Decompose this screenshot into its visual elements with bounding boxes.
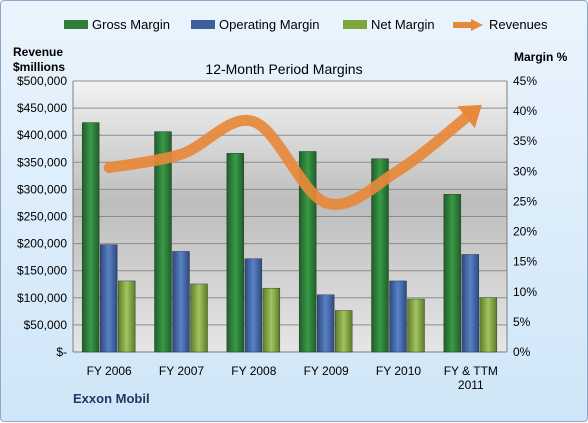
right-tick-label: 0% [513,345,531,359]
category-label: FY 2009 [304,364,349,378]
gross-margin-bar [227,153,244,352]
legend-label-revenues: Revenues [489,17,548,32]
legend-label-net-margin: Net Margin [371,17,435,32]
company-name: Exxon Mobil [73,391,150,406]
category-label: FY & TTM [444,364,498,378]
net-margin-bar [480,298,497,352]
legend: Gross Margin Operating Margin Net Margin… [64,17,548,32]
right-tick-label: 15% [513,255,537,269]
net-margin-bar [408,299,425,352]
right-tick-label: 35% [513,134,537,148]
category-label: FY 2010 [376,364,421,378]
legend-arrow-revenues [471,19,483,31]
legend-swatch-net-margin [343,20,367,29]
right-tick-label: 5% [513,315,531,329]
left-axis-title-line1: Revenue [13,45,63,59]
net-margin-bar [191,284,208,352]
left-tick-label: $200,000 [17,237,67,251]
legend-label-gross-margin: Gross Margin [92,17,170,32]
category-label: FY 2008 [231,364,276,378]
right-axis-ticks: 0% 5% 10% 15% 20% 25% 30% 35% 40% 45% [513,74,537,359]
net-margin-bar [118,281,135,352]
operating-margin-bar [462,254,479,352]
left-tick-label: $500,000 [17,74,67,88]
legend-swatch-operating-margin [191,20,215,29]
net-margin-bar [263,288,280,352]
left-tick-label: $250,000 [17,210,67,224]
left-tick-label: $50,000 [24,318,68,332]
legend-swatch-gross-margin [64,20,88,29]
left-axis-ticks: $- $50,000 $100,000 $150,000 $200,000 $250,00… [17,74,67,359]
right-tick-label: 30% [513,164,537,178]
left-tick-label: $150,000 [17,264,67,278]
net-margin-bar [335,310,352,352]
right-tick-label: 10% [513,285,537,299]
category-label: 2011 [458,378,484,392]
gross-margin-bar [82,123,99,352]
left-axis-title-line2: $millions [13,60,65,74]
operating-margin-bar [245,259,262,352]
right-tick-label: 40% [513,104,537,118]
category-label: FY 2007 [159,364,204,378]
right-tick-label: 25% [513,194,537,208]
right-tick-label: 20% [513,225,537,239]
left-tick-label: $- [56,345,67,359]
gross-margin-bar [444,194,461,352]
left-tick-label: $450,000 [17,101,67,115]
right-axis-title: Margin % [514,50,568,64]
operating-margin-bar [100,245,117,352]
operating-margin-bar [173,251,190,352]
operating-margin-bar [317,295,334,352]
category-label: FY 2006 [87,364,132,378]
legend-label-operating-margin: Operating Margin [219,17,319,32]
chart-title: 12-Month Period Margins [205,61,362,77]
left-tick-label: $350,000 [17,155,67,169]
operating-margin-bar [390,281,407,352]
left-tick-label: $300,000 [17,182,67,196]
right-tick-label: 45% [513,74,537,88]
left-tick-label: $400,000 [17,128,67,142]
left-tick-label: $100,000 [17,291,67,305]
category-labels: FY 2006 FY 2007 FY 2008 FY 2009 FY 2010 FY & … [87,364,498,392]
